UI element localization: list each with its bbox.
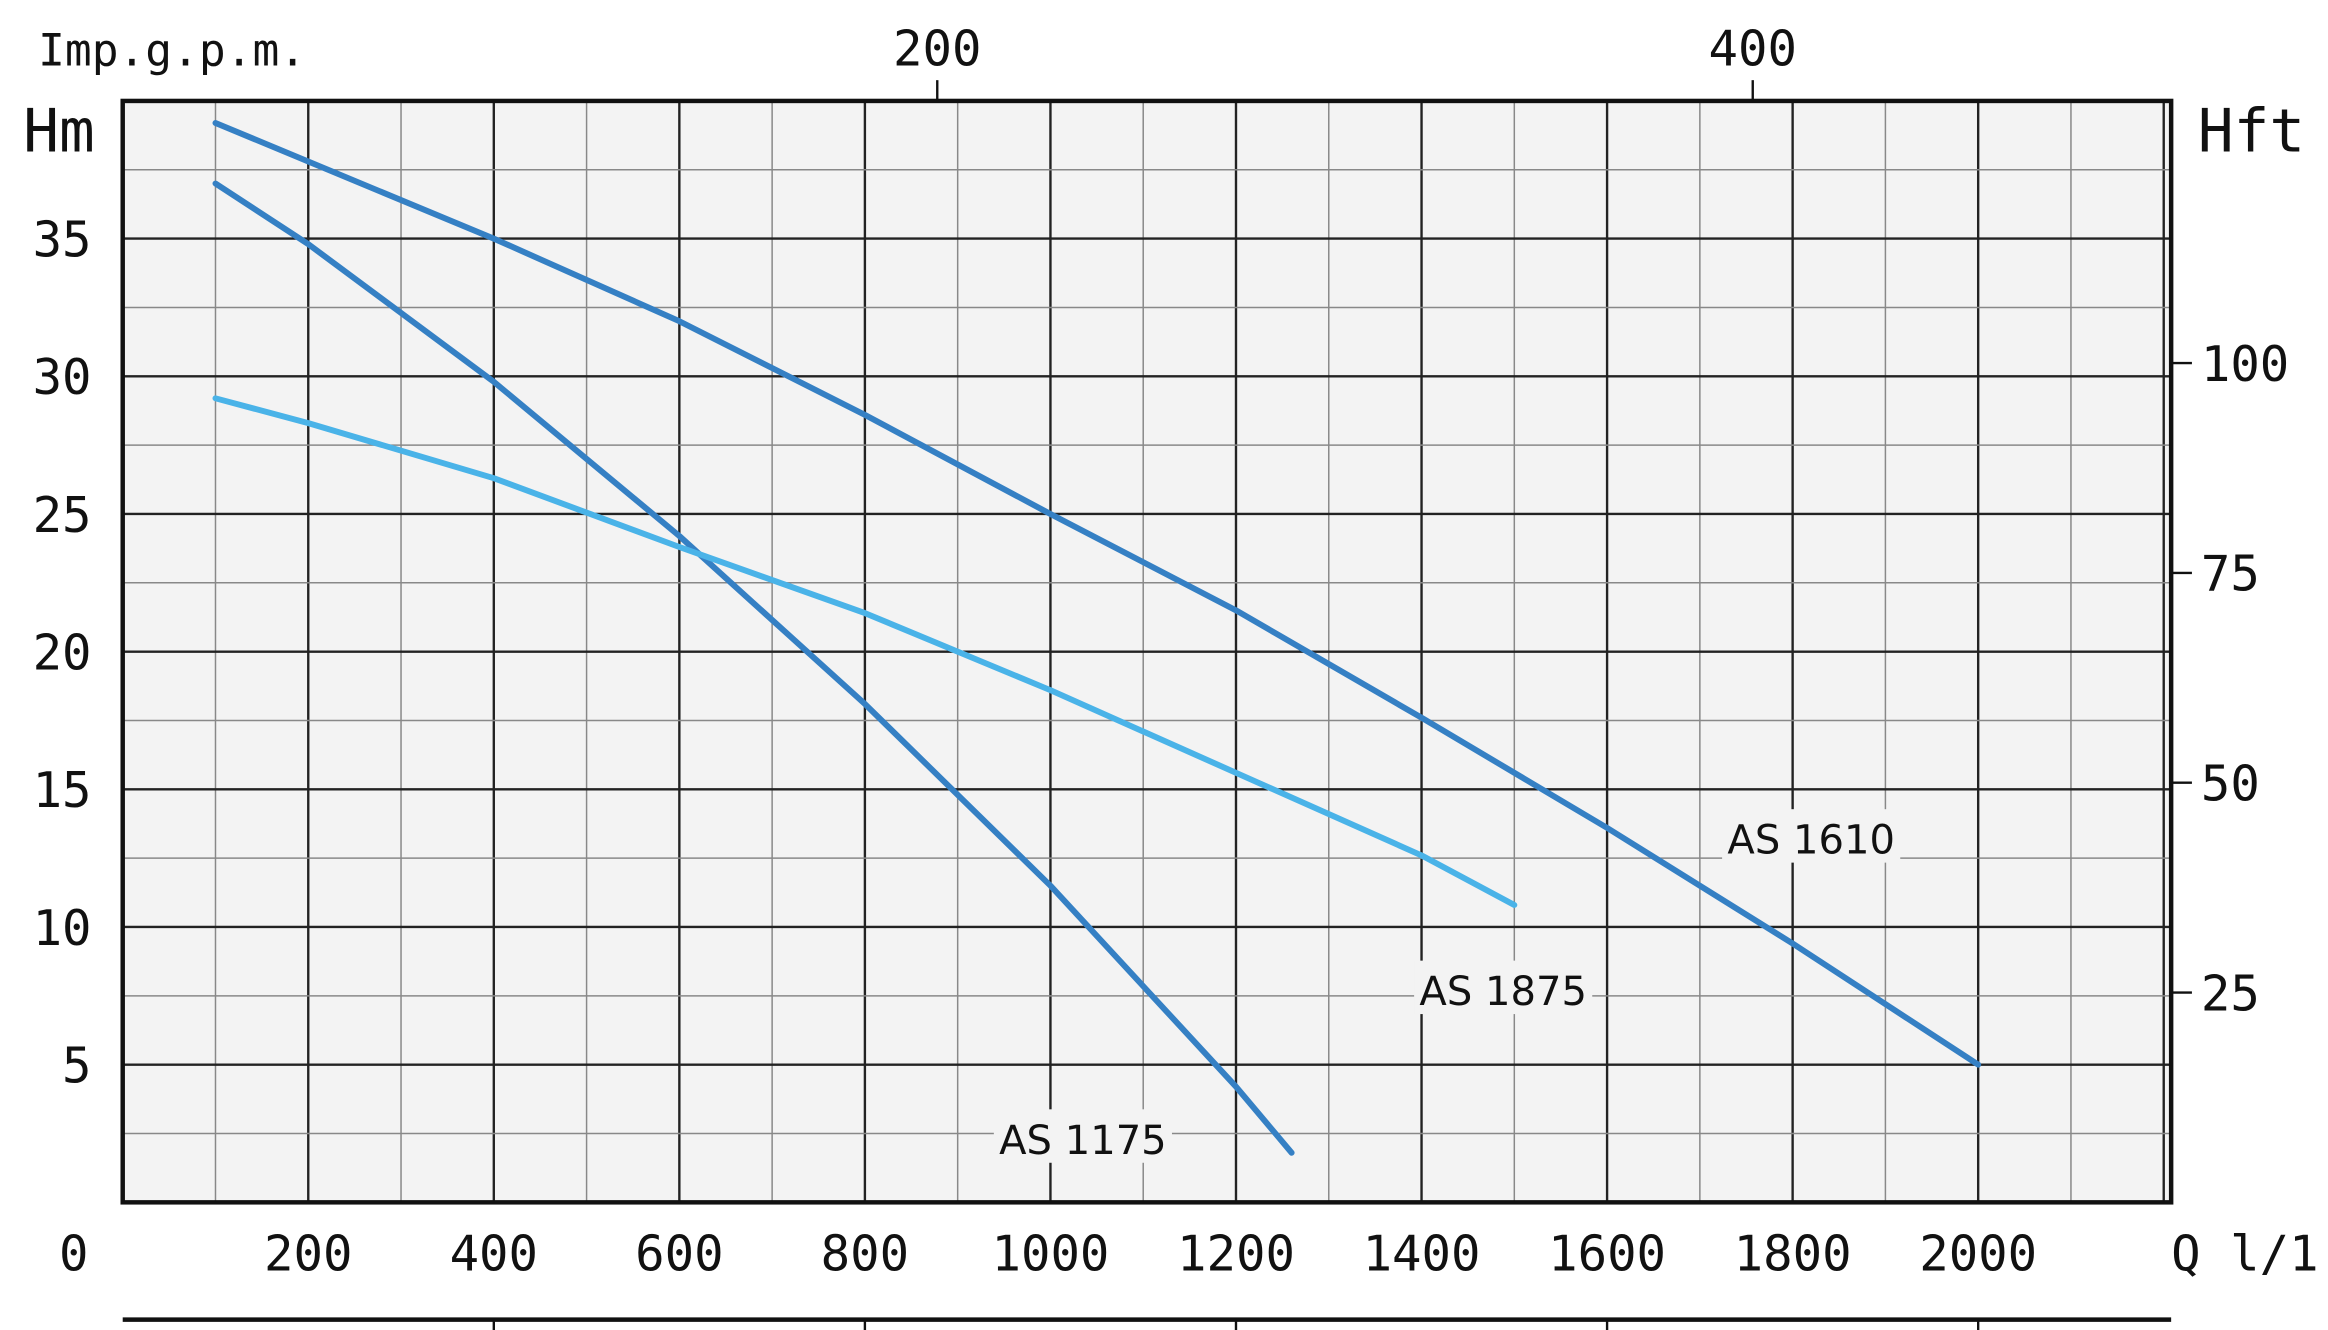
right-tick-label: 100	[2201, 336, 2289, 393]
top-tick-label: 400	[1709, 20, 1797, 77]
curve-label-background	[993, 1109, 1172, 1163]
x-tick-label: 1400	[1363, 1226, 1481, 1283]
curve-as-1875	[212, 395, 1518, 908]
y-tick-label: 20	[33, 624, 92, 681]
curve-as-1610	[212, 119, 1982, 1068]
x-tick-label: 400	[450, 1226, 538, 1283]
curve-labels: AS 1610 AS 1175 AS 1875	[993, 809, 1901, 1164]
x-tick-label: 1000	[991, 1226, 1109, 1283]
y-tick-label: 10	[33, 900, 92, 957]
x-axis-unit: Q l/1'	[2171, 1226, 2328, 1283]
x-tick-label: 0	[59, 1226, 88, 1283]
x-tick-label: 1200	[1177, 1226, 1295, 1283]
curve-label: AS 1175	[999, 1118, 1167, 1164]
y-axis-unit-right: Hft	[2198, 97, 2305, 166]
top-tick-label: 200	[893, 20, 981, 77]
right-tick-label: 75	[2201, 546, 2260, 603]
top-axis-unit: Imp.g.p.m.	[38, 24, 306, 76]
x-tick-label: 2000	[1919, 1226, 2037, 1283]
right-tick-label: 25	[2201, 965, 2260, 1022]
y-axis-unit-left: Hm	[23, 97, 94, 166]
curve-label: AS 1610	[1727, 818, 1895, 864]
y-tick-label: 30	[33, 349, 92, 406]
y-tick-label: 5	[62, 1037, 91, 1094]
grid	[122, 100, 2172, 1203]
x-tick-label: 200	[264, 1226, 352, 1283]
y-tick-label: 15	[33, 762, 92, 819]
x-tick-label: 1600	[1548, 1226, 1666, 1283]
x-tick-label: 800	[821, 1226, 909, 1283]
plot-frame	[120, 98, 2174, 1205]
right-tick-label: 50	[2201, 756, 2260, 813]
axes: 0 200 400 600 800 1000 1200 1400 1600 1800 2000 5 10…	[33, 20, 2289, 1330]
curve-label-background	[1414, 960, 1593, 1015]
x-tick-label: 600	[635, 1226, 723, 1283]
curve-label-background	[1722, 809, 1901, 863]
curves	[212, 119, 1982, 1156]
curve-as-1175	[212, 180, 1295, 1156]
y-tick-label: 35	[33, 211, 92, 268]
x-tick-label: 1800	[1734, 1226, 1852, 1283]
curve-label: AS 1875	[1419, 969, 1587, 1015]
y-tick-label: 25	[33, 487, 92, 544]
